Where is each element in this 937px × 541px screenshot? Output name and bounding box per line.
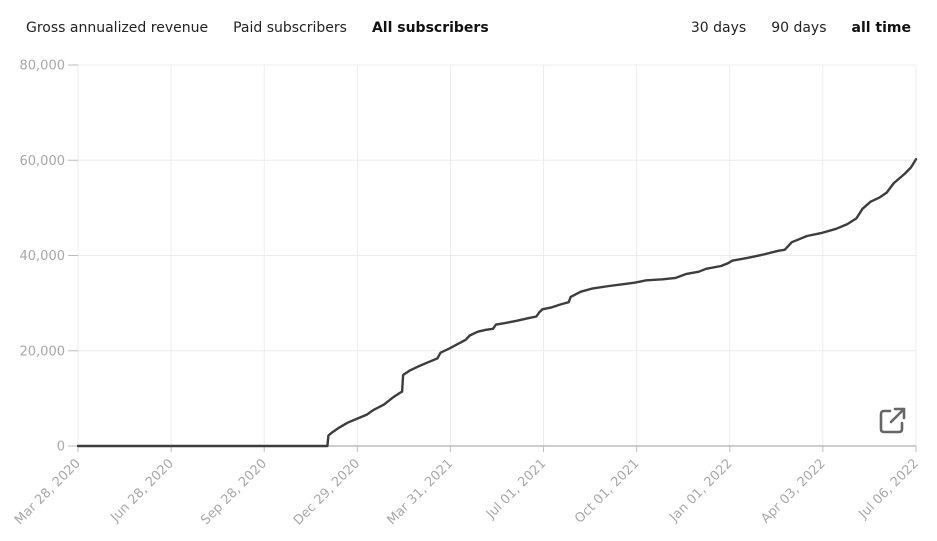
x-tick-label: Jul 06, 2022 (856, 456, 922, 522)
x-tick-label: Jan 01, 2022 (666, 456, 735, 525)
tab-all-time[interactable]: all time (851, 20, 912, 36)
metric-tabs: Gross annualized revenue Paid subscriber… (26, 19, 489, 37)
range-tabs: 30 days 90 days all time (691, 19, 911, 37)
tab-30-days[interactable]: 30 days (690, 20, 747, 36)
x-tick-label: Jun 28, 2020 (107, 456, 177, 526)
tab-gross-annualized-revenue[interactable]: Gross annualized revenue (26, 20, 209, 36)
x-tick-label: Apr 03, 2022 (758, 456, 828, 526)
external-link-icon[interactable] (878, 405, 908, 435)
y-tick-label: 0 (57, 440, 65, 455)
x-tick-label: Dec 29, 2020 (291, 456, 363, 528)
x-tick-label: Jul 01, 2021 (483, 456, 549, 522)
tab-90-days[interactable]: 90 days (771, 20, 827, 36)
series-line (76, 158, 918, 448)
x-tick-label: Mar 31, 2021 (384, 456, 456, 528)
y-tick-label: 40,000 (20, 249, 66, 264)
tab-all-subscribers[interactable]: All subscribers (371, 20, 489, 36)
tab-paid-subscribers[interactable]: Paid subscribers (233, 20, 347, 36)
y-tick-label: 60,000 (20, 154, 66, 169)
x-tick-label: Oct 01, 2021 (572, 456, 642, 526)
x-tick-label: Mar 28, 2020 (12, 456, 84, 528)
y-tick-label: 20,000 (20, 344, 66, 359)
y-tick-label: 80,000 (20, 59, 66, 74)
x-tick-label: Sep 28, 2020 (198, 456, 270, 528)
